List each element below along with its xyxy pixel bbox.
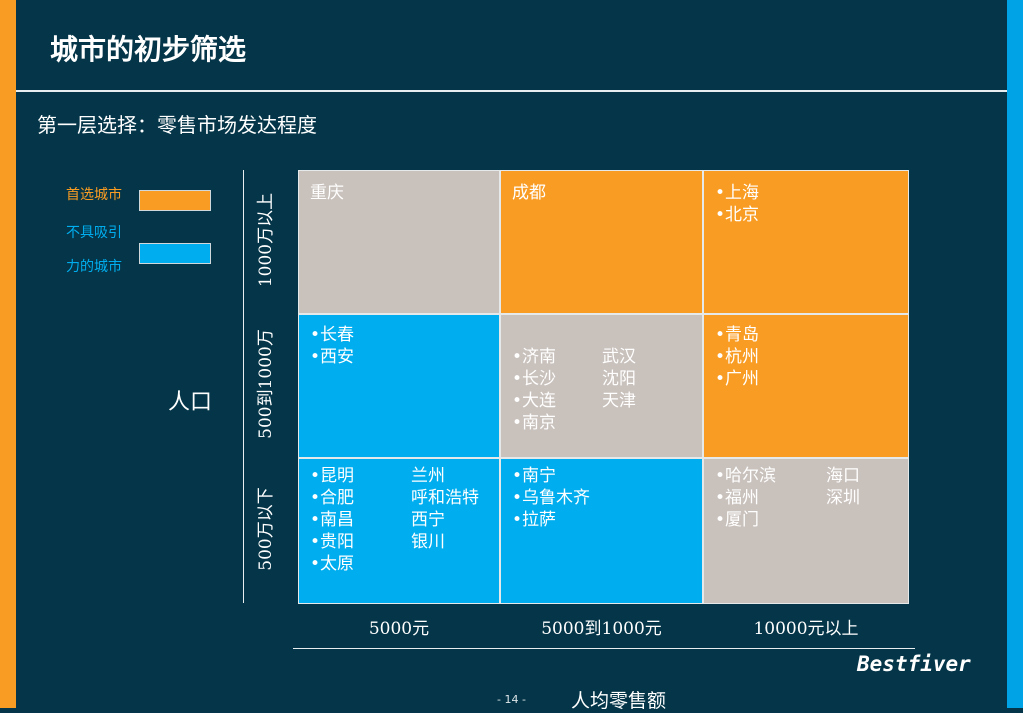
y-axis-title: 人口	[168, 390, 213, 415]
city-name: •大连	[512, 391, 557, 411]
city-name: •济南	[512, 347, 557, 367]
city-name: •青岛	[715, 325, 760, 345]
matrix-cell-r0c1: 成都	[500, 170, 703, 314]
city-name: •贵阳	[310, 532, 355, 552]
city-name: •杭州	[715, 347, 760, 367]
column-label-low-retail: 5000元	[368, 619, 430, 639]
city-name: •太原	[310, 554, 355, 574]
slide-subtitle: 第一层选择：零售市场发达程度	[37, 113, 317, 137]
y-axis-line	[243, 170, 244, 603]
x-axis-title: 人均零售额	[571, 690, 667, 712]
city-name: •厦门	[715, 510, 760, 530]
matrix-cell-r0c0: 重庆	[298, 170, 500, 314]
city-name: 呼和浩特	[411, 488, 479, 508]
brand-logo: Bestfiver	[857, 652, 971, 676]
x-axis-line	[293, 648, 915, 649]
column-label-high-retail: 10000元以上	[753, 619, 859, 639]
city-name: 西宁	[411, 510, 445, 530]
city-name: •合肥	[310, 488, 355, 508]
city-name: 武汉	[602, 347, 636, 367]
matrix-cell-r2c2: •哈尔滨 海口 •福州 深圳 •厦门	[703, 458, 909, 604]
city-name: 兰州	[411, 466, 445, 486]
column-label-mid-retail: 5000到1000元	[541, 619, 662, 639]
matrix-cell-r2c1: •南宁 •乌鲁木齐 •拉萨	[500, 458, 703, 604]
city-matrix: 重庆 成都 •上海 •北京 •长春 •西安 •济南 武汉 •长沙 沈阳 •大连 天津 …	[298, 170, 909, 604]
matrix-cell-r1c2: •青岛 •杭州 •广州	[703, 314, 909, 458]
city-name: •上海	[715, 183, 760, 203]
slide-title: 城市的初步筛选	[50, 33, 247, 66]
city-name: •南京	[512, 413, 557, 433]
legend-unattractive-swatch	[139, 243, 211, 264]
city-name: 海口	[826, 466, 860, 486]
city-name: 深圳	[826, 488, 860, 508]
legend-preferred-swatch	[139, 190, 211, 211]
city-name: •南宁	[512, 466, 557, 486]
city-name: 沈阳	[602, 369, 636, 389]
city-name: 银川	[411, 532, 445, 552]
city-name: •西安	[310, 347, 355, 367]
city-name: •长春	[310, 325, 355, 345]
city-name: •南昌	[310, 510, 355, 530]
city-name: 天津	[602, 391, 636, 411]
legend-unattractive-label-line2: 力的城市	[66, 259, 122, 275]
matrix-cell-r2c0: •昆明 兰州 •合肥 呼和浩特 •南昌 西宁 •贵阳 银川 •太原	[298, 458, 500, 604]
city-name: 成都	[512, 183, 546, 203]
left-accent-stripe	[0, 0, 16, 708]
city-name: 重庆	[310, 183, 344, 203]
city-name: •福州	[715, 488, 760, 508]
matrix-cell-r1c0: •长春 •西安	[298, 314, 500, 458]
city-name: •乌鲁木齐	[512, 488, 591, 508]
city-name: •昆明	[310, 466, 355, 486]
row-label-high-population: 1000万以上	[256, 192, 276, 288]
matrix-cell-r1c1: •济南 武汉 •长沙 沈阳 •大连 天津 •南京	[500, 314, 703, 458]
page-number: - 14 -	[497, 693, 526, 706]
city-name: •长沙	[512, 369, 557, 389]
city-name: •拉萨	[512, 510, 557, 530]
title-divider	[16, 90, 1007, 92]
row-label-low-population: 500万以下	[256, 487, 276, 571]
city-name: •北京	[715, 205, 760, 225]
matrix-cell-r0c2: •上海 •北京	[703, 170, 909, 314]
row-label-mid-population: 500到1000万	[256, 329, 276, 439]
legend-unattractive-label-line1: 不具吸引	[66, 225, 122, 241]
city-name: •哈尔滨	[715, 466, 777, 486]
city-name: •广州	[715, 369, 760, 389]
legend-preferred-label: 首选城市	[66, 187, 122, 203]
right-accent-stripe	[1007, 0, 1023, 708]
